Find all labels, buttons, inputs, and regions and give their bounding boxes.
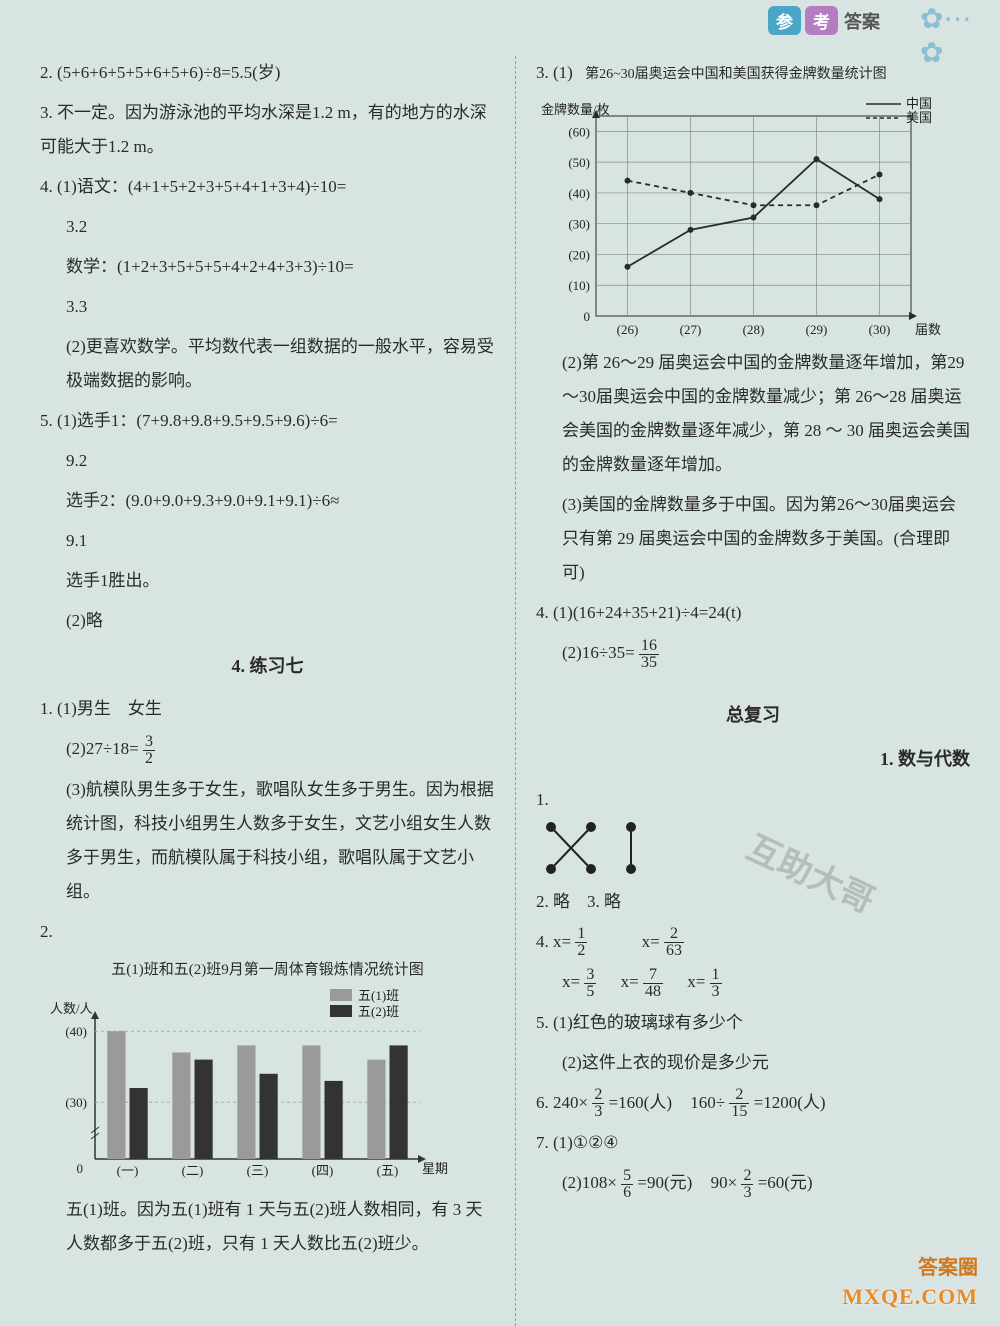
- badge-2: 考: [805, 6, 838, 35]
- svg-text:届数: 届数: [915, 322, 941, 337]
- q5d: (2)略: [40, 604, 495, 638]
- r-q4b: (2)16÷35= 16 35: [536, 636, 970, 671]
- svg-text:(四): (四): [312, 1163, 334, 1178]
- r-q4a: 4. (1)(16+24+35+21)÷4=24(t): [536, 596, 970, 630]
- svg-text:星期: 星期: [422, 1161, 448, 1176]
- p7-1a: 1. (1)男生 女生: [40, 692, 495, 726]
- svg-text:(26): (26): [617, 322, 639, 337]
- s1-5a: 5. (1)红色的玻璃球有多少个: [536, 1006, 970, 1040]
- svg-text:(40): (40): [568, 186, 590, 201]
- s1-title: 1. 数与代数: [536, 741, 970, 777]
- p7-1c: (3)航模队男生多于女生，歌唱队女生多于男生。因为根据统计图，科技小组男生人数多…: [40, 773, 495, 909]
- r-q4b-pre: (2)16÷35=: [562, 643, 635, 662]
- q4a-res: 3.2: [40, 210, 495, 244]
- svg-text:人数/人: 人数/人: [50, 1001, 93, 1016]
- bar-chart-svg: 五(1)班五(2)班 人数/人星期 0 (30) (40) (一) (二) (三) (四) (五): [40, 987, 470, 1187]
- svg-text:金牌数量/枚: 金牌数量/枚: [541, 102, 610, 117]
- s1-1: 1.: [536, 783, 970, 879]
- svg-text:0: 0: [584, 309, 591, 324]
- svg-text:(10): (10): [568, 278, 590, 293]
- svg-text:中国: 中国: [906, 96, 932, 111]
- q5c: 选手1胜出。: [40, 564, 495, 598]
- svg-text:美国: 美国: [906, 110, 932, 125]
- badge-text: 答案: [844, 8, 880, 34]
- s1-6: 6. 240× 23 =160(人) 160÷ 215 =1200(人): [536, 1086, 970, 1121]
- svg-text:(29): (29): [806, 322, 828, 337]
- q4a: 4. (1)语文：(4+1+5+2+3+5+4+1+3+4)÷10=: [40, 170, 495, 204]
- line-chart-title: 第26~30届奥运会中国和美国获得金牌数量统计图: [585, 67, 887, 82]
- svg-text:(40): (40): [65, 1024, 87, 1039]
- q5a: 5. (1)选手1：(7+9.8+9.8+9.5+9.5+9.6)÷6=: [40, 404, 495, 438]
- s1-4-l1: 4. x= 12 x= 263: [536, 925, 970, 960]
- r-q3-1: 3. (1) 第26~30届奥运会中国和美国获得金牌数量统计图: [536, 56, 970, 90]
- p7-2-text: 五(1)班。因为五(1)班有 1 天与五(2)班人数相同，有 3 天人数都多于五…: [40, 1193, 495, 1261]
- bar-chart: 五(1)班和五(2)班9月第一周体育锻炼情况统计图 五(1)班五(2)班 人数/人…: [40, 955, 495, 1187]
- p7-1b-frac: 3 2: [143, 734, 155, 767]
- s1-7b: (2)108× 56 =90(元) 90× 23 =60(元): [536, 1166, 970, 1201]
- p7-1b: (2)27÷18= 3 2: [40, 732, 495, 767]
- svg-text:(一): (一): [117, 1163, 139, 1178]
- svg-text:五(2)班: 五(2)班: [358, 1004, 399, 1019]
- q4c: (2)更喜欢数学。平均数代表一组数据的一般水平，容易受极端数据的影响。: [40, 330, 495, 398]
- s1-7a: 7. (1)①②④: [536, 1126, 970, 1160]
- q4b: 数学：(1+2+3+5+5+5+4+2+4+3+3)÷10=: [40, 250, 495, 284]
- s1-2-3: 2. 略 3. 略: [536, 885, 970, 919]
- svg-text:(60): (60): [568, 124, 590, 139]
- r-q3-3: (3)美国的金牌数量多于中国。因为第26～30届奥运会只有第 29 届奥运会中国…: [536, 488, 970, 590]
- svg-text:(30): (30): [869, 322, 891, 337]
- svg-text:(50): (50): [568, 155, 590, 170]
- svg-text:(20): (20): [568, 247, 590, 262]
- s1-4-l2: x= 35 x= 748 x= 13: [536, 965, 970, 1000]
- svg-text:0: 0: [77, 1161, 84, 1176]
- svg-text:(27): (27): [680, 322, 702, 337]
- header-badge: 参 考 答案: [768, 6, 880, 35]
- p7-1b-pre: (2)27÷18=: [66, 739, 139, 758]
- q3: 3. 不一定。因为游泳池的平均水深是1.2 m，有的地方的水深可能大于1.2 m…: [40, 96, 495, 164]
- svg-text:(30): (30): [568, 217, 590, 232]
- q2: 2. (5+6+6+5+5+6+5+6)÷8=5.5(岁): [40, 56, 495, 90]
- review-title: 总复习: [536, 697, 970, 733]
- section-title: 4. 练习七: [40, 648, 495, 684]
- match-diagram: [536, 817, 646, 879]
- r-q3-head: 3. (1): [536, 63, 573, 82]
- s1-5b: (2)这件上衣的现价是多少元: [536, 1046, 970, 1080]
- flower-icon: ✿⋯✿: [920, 2, 980, 42]
- badge-1: 参: [768, 6, 801, 35]
- footer-label: 答案圈: [918, 1251, 978, 1280]
- right-column: 3. (1) 第26~30届奥运会中国和美国获得金牌数量统计图 中国美国 金牌数量…: [515, 56, 970, 1326]
- p7-2: 2.: [40, 915, 495, 949]
- q5b-res: 9.1: [40, 524, 495, 558]
- r-q3-2: (2)第 26～29 届奥运会中国的金牌数量逐年增加，第29～30届奥运会中国的…: [536, 346, 970, 482]
- svg-text:(二): (二): [182, 1163, 204, 1178]
- bar-chart-title: 五(1)班和五(2)班9月第一周体育锻炼情况统计图: [40, 955, 495, 985]
- footer-watermark: MXQE.COM: [842, 1284, 978, 1310]
- left-column: 2. (5+6+6+5+5+6+5+6)÷8=5.5(岁) 3. 不一定。因为游…: [40, 56, 495, 1326]
- svg-text:(三): (三): [247, 1163, 269, 1178]
- q5a-res: 9.2: [40, 444, 495, 478]
- q5b: 选手2：(9.0+9.0+9.3+9.0+9.1+9.1)÷6≈: [40, 484, 495, 518]
- line-chart-svg: 中国美国 金牌数量/枚 (10) (20) (30) (40) (50) (60) 0 (26) (…: [536, 96, 956, 346]
- svg-text:(五): (五): [377, 1163, 399, 1178]
- q4b-res: 3.3: [40, 290, 495, 324]
- svg-text:(28): (28): [743, 322, 765, 337]
- svg-text:五(1)班: 五(1)班: [358, 988, 399, 1003]
- r-q4b-frac: 16 35: [639, 638, 659, 671]
- svg-text:(30): (30): [65, 1095, 87, 1110]
